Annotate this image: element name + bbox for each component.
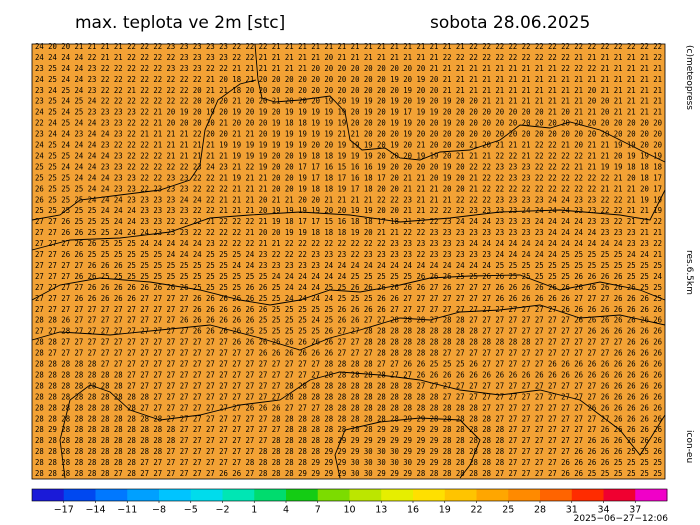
grid-row: 26 25 25 25 24 24 23 23 22 23 23 23 22 2… — [35, 184, 662, 193]
colorbar-segment — [95, 489, 128, 501]
grid-row: 28 28 28 28 28 27 27 27 27 27 27 27 27 2… — [35, 360, 662, 369]
grid-row: 28 28 26 27 27 27 27 27 27 27 27 26 26 2… — [35, 316, 662, 325]
colorbar-segment — [381, 489, 414, 501]
contour-line — [31, 189, 666, 251]
grid-row: 27 27 27 26 26 25 25 25 25 25 25 25 25 2… — [35, 272, 662, 281]
contour-line — [31, 304, 666, 351]
colorbar-segment — [317, 489, 350, 501]
grid-row: 28 28 28 28 28 28 28 28 27 27 27 27 27 2… — [35, 403, 662, 412]
colorbar-tick-label: −14 — [85, 505, 105, 516]
grid-row: 27 27 27 26 26 26 26 26 27 27 27 27 26 2… — [35, 294, 662, 303]
colorbar-segment — [540, 489, 573, 501]
grid-row: 27 27 26 25 25 25 24 24 23 23 22 22 22 2… — [35, 217, 662, 226]
grid-row: 25 25 25 25 25 24 24 24 23 23 23 23 22 2… — [35, 206, 662, 215]
grid-row: 24 25 25 24 24 24 23 22 22 22 21 21 21 2… — [35, 151, 662, 160]
colorbar-segment — [254, 489, 287, 501]
colorbar-segment — [159, 489, 192, 501]
colorbar-tick-label: 1 — [251, 505, 257, 516]
colorbar-tick-label: 13 — [375, 505, 387, 516]
grid-row: 23 25 24 25 24 22 22 22 22 22 22 22 20 2… — [35, 97, 662, 106]
colorbar: −17 −14 −11 −8 −5 −2 1 4 7 10 13 16 19 22 25 28 31 34 37 — [31, 488, 668, 516]
colorbar-segment — [190, 489, 223, 501]
colorbar-segment — [63, 489, 96, 501]
grid-row: 27 27 26 26 25 25 25 25 25 25 24 24 24 2… — [35, 250, 662, 259]
colorbar-tick-label: 10 — [343, 505, 355, 516]
colorbar-segment — [508, 489, 541, 501]
colorbar-segment — [286, 489, 319, 501]
grid-row: 24 25 24 25 23 23 23 23 22 21 20 19 20 1… — [35, 108, 662, 117]
colorbar-tick-label: 31 — [566, 505, 578, 516]
grid-row: 24 25 24 24 23 22 22 22 22 22 22 22 22 2… — [35, 75, 662, 84]
colorbar-segment — [444, 489, 477, 501]
grid-row: 27 27 27 27 26 26 26 26 26 26 26 26 25 2… — [35, 283, 662, 292]
contour-line — [59, 371, 666, 479]
grid-row: 25 25 25 24 24 24 23 23 22 22 23 23 22 2… — [35, 173, 662, 182]
colorbar-tick-label: 16 — [407, 505, 419, 516]
contour-line — [31, 274, 666, 306]
contours — [31, 43, 666, 479]
colorbar-segment — [603, 489, 636, 501]
colorbar-tick-label: −5 — [184, 505, 198, 516]
colorbar-segment — [635, 489, 668, 501]
map-area — [32, 44, 665, 479]
grid-row: 27 27 27 26 26 25 25 25 24 24 24 24 24 2… — [35, 239, 662, 248]
colorbar-tick-label: −11 — [117, 505, 137, 516]
colorbar-tick-label: −2 — [215, 505, 229, 516]
colorbar-tick-label: −17 — [54, 505, 74, 516]
grid-row: 28 28 28 28 28 28 28 28 27 27 27 27 27 2… — [35, 458, 662, 467]
grid-row: 23 24 25 24 23 22 22 21 22 22 22 22 20 2… — [35, 86, 662, 95]
colorbar-segment — [413, 489, 446, 501]
grid-row: 27 27 28 27 27 27 27 27 27 27 27 27 26 2… — [35, 327, 662, 336]
colorbar-segment — [222, 489, 255, 501]
grid-row: 28 28 28 28 28 28 28 28 28 28 28 27 27 2… — [35, 436, 662, 445]
grid-row: 24 20 20 21 21 21 21 22 22 22 23 23 23 2… — [35, 42, 662, 51]
colorbar-segment — [571, 489, 604, 501]
grid-row: 25 25 24 24 24 23 23 22 22 22 22 22 23 2… — [35, 162, 662, 171]
colorbar-tick-label: 4 — [283, 505, 289, 516]
colorbar-segment — [32, 489, 65, 501]
map-frame — [31, 43, 666, 480]
colorbar-tick-label: 7 — [315, 505, 321, 516]
grid-row: 28 28 27 27 27 27 27 27 27 27 27 27 27 2… — [35, 338, 662, 347]
contour-line — [31, 79, 257, 221]
colorbar-tick-label: 25 — [502, 505, 514, 516]
grid-row: 27 27 27 27 26 26 26 25 25 25 25 25 25 2… — [35, 261, 662, 270]
contour-line — [334, 417, 481, 479]
colorbar-segment — [476, 489, 509, 501]
grid-row: 28 28 28 28 28 28 28 28 28 28 27 27 27 2… — [35, 414, 662, 423]
grid-row: 27 27 27 27 27 27 27 27 27 27 27 27 26 2… — [35, 305, 662, 314]
contour-line — [254, 43, 666, 163]
grid-row: 28 28 28 28 28 28 28 28 28 27 27 27 27 2… — [35, 392, 662, 401]
grid-row: 23 25 24 24 23 22 22 22 22 22 23 23 23 2… — [35, 64, 662, 73]
model-label: icon-eu — [684, 430, 694, 463]
map-date: sobota 28.06.2025 — [430, 13, 590, 33]
colorbar-segment — [349, 489, 382, 501]
copyright-label: (c)meteopress — [684, 45, 694, 110]
map-title: max. teplota ve 2m [stc] — [75, 13, 285, 33]
grid-row: 28 28 28 28 28 28 27 28 27 27 27 27 27 2… — [35, 469, 662, 478]
colorbar-segment — [127, 489, 160, 501]
colorbar-tick-label: 22 — [470, 505, 482, 516]
grid-row: 28 28 28 28 28 28 28 27 27 27 27 27 27 2… — [35, 381, 662, 390]
grid-row: 28 27 27 27 27 27 27 27 27 27 27 27 27 2… — [35, 349, 662, 358]
grid-row: 28 28 28 28 28 28 28 28 28 28 27 27 27 2… — [35, 447, 662, 456]
grid-row: 24 24 24 24 22 21 21 22 22 22 22 23 23 2… — [35, 53, 662, 62]
timestamp: 2025−06−27−12:06 — [574, 514, 669, 524]
colorbar-tick-label: 28 — [534, 505, 546, 516]
colorbar-tick-label: −8 — [152, 505, 166, 516]
grid-row: 28 28 28 28 28 28 28 27 27 27 27 27 27 2… — [35, 370, 662, 379]
colorbar-tick-label: 37 — [629, 505, 641, 516]
grid-row: 27 27 26 26 25 25 24 24 24 23 23 23 22 2… — [35, 228, 662, 237]
grid-row: 28 29 28 28 28 28 28 28 28 28 28 27 27 2… — [35, 425, 662, 434]
colorbar-tick-label: 34 — [597, 505, 609, 516]
grid-row: 24 25 24 24 24 23 22 22 22 21 21 21 21 2… — [35, 141, 662, 150]
resolution-label: res.6.5km — [684, 250, 694, 295]
colorbar-tick-label: 19 — [439, 505, 451, 516]
grid-row: 22 24 25 24 24 23 23 22 22 21 20 20 20 2… — [35, 119, 662, 128]
value-grid: 24 20 20 21 21 21 21 22 22 22 23 23 23 2… — [35, 42, 662, 478]
grid-row: 26 25 25 25 24 24 24 23 23 23 23 24 24 2… — [35, 195, 662, 204]
